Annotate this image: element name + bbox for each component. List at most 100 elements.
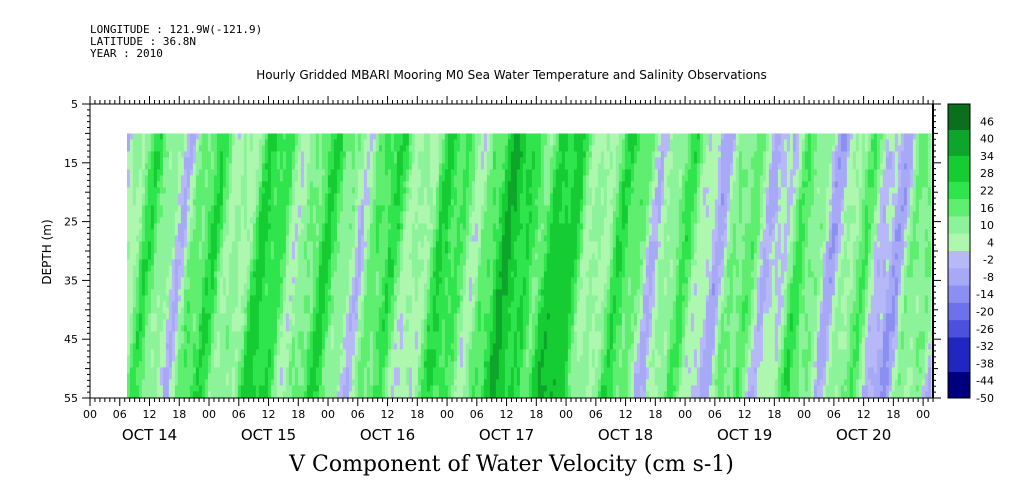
heatmap-cell bbox=[348, 241, 353, 248]
heatmap-cell bbox=[192, 217, 197, 224]
heatmap-cell bbox=[273, 259, 278, 266]
heatmap-cell bbox=[129, 361, 134, 368]
heatmap-cell bbox=[405, 247, 410, 254]
heatmap-cell bbox=[450, 271, 455, 278]
heatmap-cell bbox=[285, 265, 290, 272]
heatmap-cell bbox=[189, 247, 194, 254]
heatmap-cell bbox=[177, 199, 182, 206]
heatmap-cell bbox=[405, 367, 410, 374]
heatmap-cell bbox=[456, 325, 461, 332]
heatmap-cell bbox=[201, 349, 206, 356]
heatmap-cell bbox=[240, 193, 245, 200]
heatmap-cell bbox=[192, 265, 197, 272]
heatmap-cell bbox=[207, 145, 212, 152]
heatmap-cell bbox=[213, 313, 218, 320]
heatmap-cell bbox=[321, 193, 326, 200]
heatmap-cell bbox=[282, 355, 287, 362]
heatmap-cell bbox=[273, 391, 278, 398]
heatmap-cell bbox=[375, 373, 380, 380]
heatmap-cell bbox=[396, 337, 401, 344]
heatmap-cell bbox=[207, 241, 212, 248]
heatmap-cell bbox=[246, 307, 251, 314]
heatmap-cell bbox=[348, 253, 353, 260]
heatmap-cell bbox=[228, 325, 233, 332]
heatmap-cell bbox=[321, 181, 326, 188]
heatmap-cell bbox=[276, 157, 281, 164]
heatmap-cell bbox=[243, 349, 248, 356]
heatmap-cell bbox=[363, 235, 368, 242]
heatmap-cell bbox=[282, 283, 287, 290]
heatmap-cell bbox=[129, 133, 134, 140]
heatmap-cell bbox=[165, 187, 170, 194]
heatmap-cell bbox=[165, 259, 170, 266]
heatmap-cell bbox=[243, 373, 248, 380]
heatmap-cell bbox=[354, 241, 359, 248]
heatmap-cell bbox=[177, 181, 182, 188]
heatmap-cell bbox=[225, 181, 230, 188]
heatmap-cell bbox=[306, 235, 311, 242]
heatmap-cell bbox=[225, 193, 230, 200]
heatmap-cell bbox=[243, 181, 248, 188]
heatmap-cell bbox=[315, 181, 320, 188]
heatmap-cell bbox=[144, 265, 149, 272]
heatmap-cell bbox=[225, 331, 230, 338]
heatmap-cell bbox=[216, 289, 221, 296]
heatmap-cell bbox=[201, 361, 206, 368]
heatmap-cell bbox=[438, 373, 443, 380]
heatmap-cell bbox=[411, 169, 416, 176]
heatmap-cell bbox=[306, 199, 311, 206]
heatmap-cell bbox=[180, 139, 185, 146]
heatmap-cell bbox=[279, 379, 284, 386]
heatmap-cell bbox=[210, 355, 215, 362]
heatmap-cell bbox=[129, 205, 134, 212]
heatmap-cell bbox=[126, 289, 131, 296]
heatmap-cell bbox=[441, 265, 446, 272]
heatmap-cell bbox=[387, 319, 392, 326]
heatmap-cell bbox=[168, 295, 173, 302]
heatmap-cell bbox=[183, 193, 188, 200]
heatmap-cell bbox=[336, 295, 341, 302]
heatmap-cell bbox=[297, 187, 302, 194]
heatmap-cell bbox=[240, 379, 245, 386]
heatmap-cell bbox=[132, 271, 137, 278]
heatmap-cell bbox=[237, 349, 242, 356]
heatmap-cell bbox=[309, 163, 314, 170]
heatmap-cell bbox=[264, 385, 269, 392]
heatmap-cell bbox=[414, 247, 419, 254]
heatmap-cell bbox=[456, 145, 461, 152]
heatmap-cell bbox=[132, 139, 137, 146]
heatmap-cell bbox=[186, 163, 191, 170]
heatmap-cell bbox=[354, 379, 359, 386]
heatmap-cell bbox=[327, 199, 332, 206]
heatmap-cell bbox=[267, 277, 272, 284]
heatmap-cell bbox=[234, 169, 239, 176]
heatmap-cell bbox=[135, 163, 140, 170]
heatmap-cell bbox=[237, 355, 242, 362]
heatmap-cell bbox=[393, 343, 398, 350]
heatmap-cell bbox=[318, 145, 323, 152]
heatmap-cell bbox=[303, 259, 308, 266]
heatmap-cell bbox=[273, 241, 278, 248]
heatmap-cell bbox=[354, 313, 359, 320]
heatmap-cell bbox=[201, 313, 206, 320]
heatmap-cell bbox=[366, 379, 371, 386]
heatmap-cell bbox=[204, 199, 209, 206]
heatmap-cell bbox=[255, 337, 260, 344]
heatmap-cell bbox=[321, 259, 326, 266]
heatmap-cell bbox=[309, 139, 314, 146]
heatmap-cell bbox=[216, 343, 221, 350]
heatmap-cell bbox=[390, 391, 395, 398]
heatmap-cell bbox=[363, 331, 368, 338]
heatmap-cell bbox=[240, 151, 245, 158]
heatmap-cell bbox=[417, 223, 422, 230]
heatmap-cell bbox=[291, 319, 296, 326]
heatmap-cell bbox=[198, 367, 203, 374]
heatmap-cell bbox=[336, 205, 341, 212]
heatmap-cell bbox=[390, 157, 395, 164]
heatmap-cell bbox=[138, 175, 143, 182]
heatmap-cell bbox=[327, 379, 332, 386]
heatmap-cell bbox=[321, 187, 326, 194]
heatmap-cell bbox=[174, 373, 179, 380]
heatmap-cell bbox=[354, 277, 359, 284]
heatmap-cell bbox=[405, 331, 410, 338]
